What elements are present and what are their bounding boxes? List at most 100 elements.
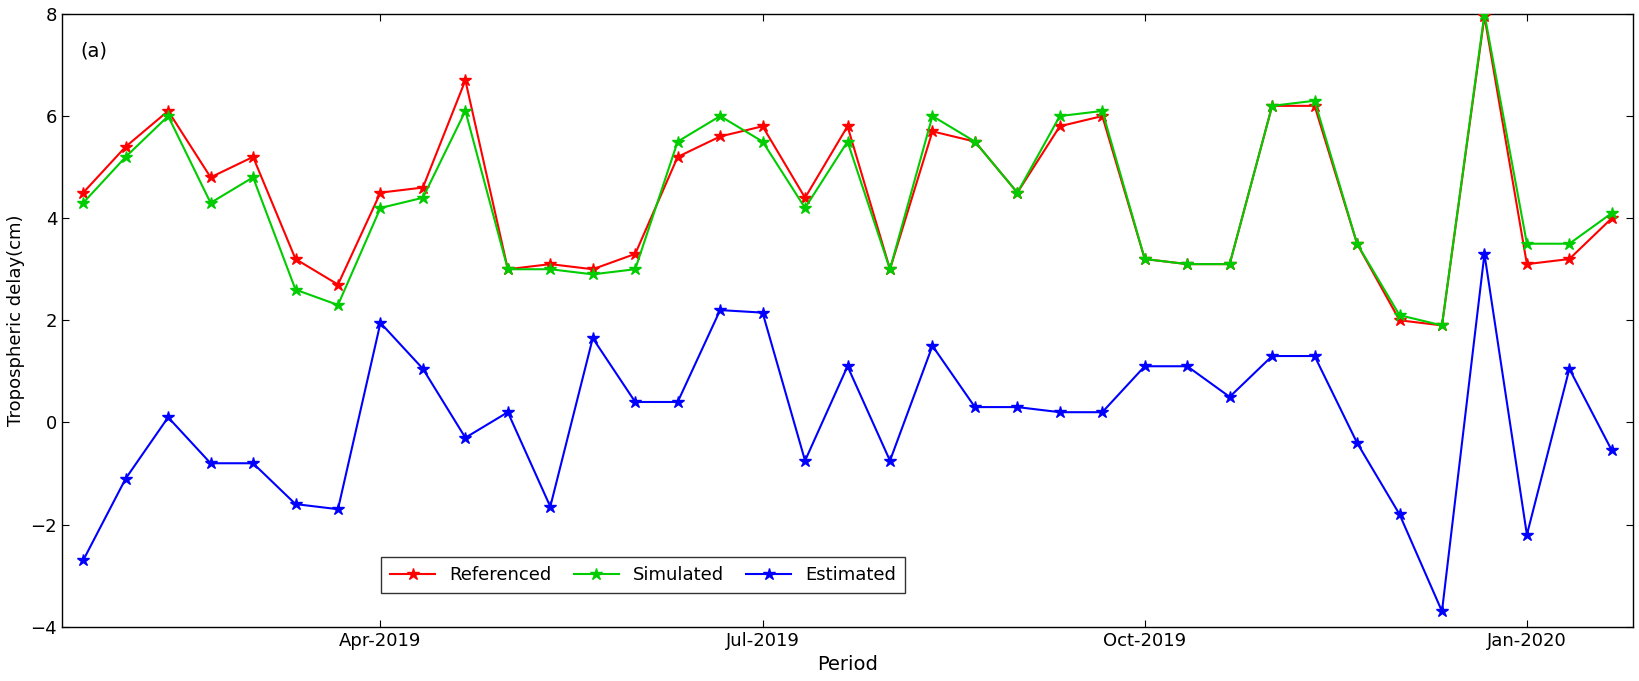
Simulated: [624, 265, 644, 273]
Referenced: [1049, 122, 1069, 130]
Estimated: [285, 500, 305, 508]
Simulated: [541, 265, 561, 273]
Estimated: [456, 434, 475, 442]
Estimated: [1262, 352, 1282, 360]
Simulated: [328, 301, 347, 309]
Simulated: [74, 199, 93, 207]
Estimated: [1092, 408, 1111, 416]
Estimated: [923, 342, 942, 350]
Simulated: [413, 193, 433, 202]
Y-axis label: Tropospheric delay(cm): Tropospheric delay(cm): [7, 215, 25, 426]
Simulated: [1006, 189, 1026, 197]
Simulated: [1092, 107, 1111, 115]
Referenced: [923, 127, 942, 136]
Referenced: [1516, 260, 1536, 268]
Referenced: [710, 132, 729, 140]
Referenced: [1346, 240, 1365, 248]
Estimated: [159, 413, 179, 422]
Referenced: [1601, 214, 1621, 222]
Estimated: [1049, 408, 1069, 416]
Referenced: [243, 153, 262, 161]
Simulated: [243, 173, 262, 181]
Referenced: [838, 122, 857, 130]
Estimated: [1388, 510, 1408, 518]
Simulated: [159, 112, 179, 120]
Referenced: [541, 260, 561, 268]
Estimated: [413, 365, 433, 373]
Legend: Referenced, Simulated, Estimated: Referenced, Simulated, Estimated: [380, 557, 905, 593]
Simulated: [795, 204, 815, 212]
Estimated: [1134, 362, 1154, 370]
Referenced: [752, 122, 772, 130]
Estimated: [1177, 362, 1196, 370]
Estimated: [582, 334, 602, 343]
Referenced: [1177, 260, 1196, 268]
Referenced: [370, 189, 390, 197]
Estimated: [1346, 439, 1365, 447]
Referenced: [582, 265, 602, 273]
Simulated: [1559, 240, 1578, 248]
Estimated: [541, 503, 561, 511]
Referenced: [200, 173, 220, 181]
Referenced: [159, 107, 179, 115]
Referenced: [667, 153, 687, 161]
Estimated: [667, 398, 687, 406]
Line: Referenced: Referenced: [77, 10, 1618, 332]
Simulated: [456, 107, 475, 115]
Simulated: [1601, 209, 1621, 217]
Simulated: [1388, 311, 1408, 319]
Estimated: [1473, 250, 1493, 258]
Referenced: [880, 265, 900, 273]
Referenced: [1559, 255, 1578, 263]
Simulated: [200, 199, 220, 207]
Estimated: [1305, 352, 1324, 360]
Referenced: [498, 265, 518, 273]
Estimated: [964, 403, 983, 411]
Simulated: [752, 138, 772, 146]
Simulated: [1516, 240, 1536, 248]
Simulated: [582, 270, 602, 279]
Estimated: [838, 362, 857, 370]
Estimated: [200, 459, 220, 467]
Referenced: [1006, 189, 1026, 197]
Simulated: [285, 285, 305, 294]
Referenced: [285, 255, 305, 263]
Referenced: [1473, 12, 1493, 20]
Simulated: [923, 112, 942, 120]
Estimated: [624, 398, 644, 406]
Estimated: [328, 505, 347, 513]
Referenced: [1092, 112, 1111, 120]
Referenced: [328, 281, 347, 289]
Simulated: [498, 265, 518, 273]
Referenced: [795, 193, 815, 202]
Estimated: [752, 308, 772, 317]
Estimated: [498, 408, 518, 416]
Estimated: [795, 457, 815, 465]
Estimated: [1559, 365, 1578, 373]
Referenced: [1262, 101, 1282, 110]
Simulated: [1134, 255, 1154, 263]
Simulated: [1049, 112, 1069, 120]
Simulated: [964, 138, 983, 146]
Simulated: [1473, 10, 1493, 18]
Referenced: [74, 189, 93, 197]
Estimated: [1219, 393, 1239, 401]
Simulated: [1431, 321, 1451, 330]
Estimated: [880, 457, 900, 465]
Line: Estimated: Estimated: [77, 248, 1618, 618]
Referenced: [624, 250, 644, 258]
Simulated: [1219, 260, 1239, 268]
Simulated: [880, 265, 900, 273]
Simulated: [1305, 97, 1324, 105]
Referenced: [1219, 260, 1239, 268]
Simulated: [1346, 240, 1365, 248]
Simulated: [838, 138, 857, 146]
Estimated: [1006, 403, 1026, 411]
Simulated: [1177, 260, 1196, 268]
Text: (a): (a): [80, 42, 108, 61]
X-axis label: Period: Period: [816, 655, 877, 674]
Estimated: [1431, 607, 1451, 616]
Estimated: [370, 319, 390, 327]
Simulated: [1262, 101, 1282, 110]
Estimated: [1516, 530, 1536, 539]
